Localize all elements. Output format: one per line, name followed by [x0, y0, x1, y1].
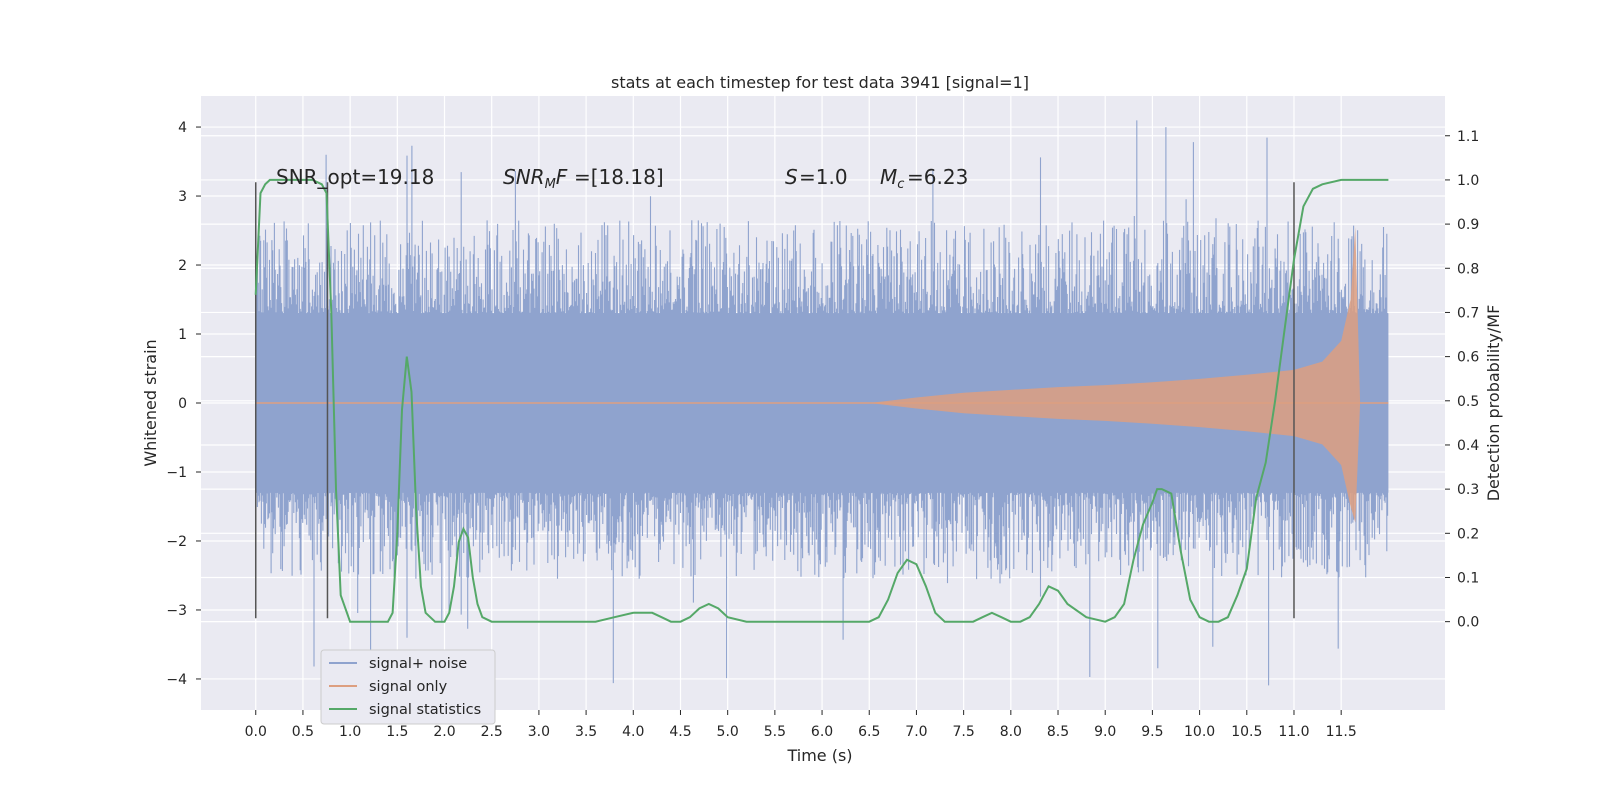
x-tick-label: 5.0 — [717, 724, 739, 740]
y-right-tick-label: 0.4 — [1457, 438, 1479, 454]
x-tick-label: 4.5 — [669, 724, 691, 740]
annotation-mc: Mc =6.23 — [880, 165, 968, 192]
annotation-snr-mf: SNRMF =[18.18] — [503, 165, 664, 192]
x-tick-label: 6.0 — [811, 724, 833, 740]
annotation-snr-opt: SNR_opt=19.18 — [276, 165, 434, 189]
x-tick-label: 4.0 — [622, 724, 644, 740]
y-right-tick-label: 0.7 — [1457, 305, 1479, 321]
y-left-tick-label: −2 — [166, 534, 187, 550]
y-right-tick-label: 0.0 — [1457, 615, 1479, 631]
y-axis-right-ticks: 1.1 1.0 0.9 0.8 0.7 0.6 0.5 0.4 0.3 0.2 0.1 0.0 — [1445, 129, 1479, 631]
y-right-tick-label: 0.2 — [1457, 526, 1479, 542]
x-tick-label: 3.0 — [528, 724, 550, 740]
y-left-tick-label: 0 — [178, 396, 187, 412]
x-tick-label: 8.5 — [1047, 724, 1069, 740]
legend-label-signal-plus-noise: signal+ noise — [369, 656, 467, 672]
chart-title: stats at each timestep for test data 394… — [611, 73, 1029, 92]
x-tick-label: 9.5 — [1141, 724, 1163, 740]
x-tick-label: 2.0 — [433, 724, 455, 740]
y-right-tick-label: 1.0 — [1457, 173, 1479, 189]
y-right-tick-label: 0.5 — [1457, 394, 1479, 410]
y-right-tick-label: 0.8 — [1457, 261, 1479, 277]
series-signal-only — [255, 227, 1389, 523]
y-right-tick-label: 1.1 — [1457, 129, 1479, 145]
legend-label-signal-only: signal only — [369, 679, 448, 695]
y-left-tick-label: 1 — [178, 327, 187, 343]
y-axis-left-ticks: 4 3 2 1 0 −1 −2 −3 −4 — [166, 120, 201, 688]
x-tick-label: 6.5 — [858, 724, 880, 740]
y-left-tick-label: 2 — [178, 258, 187, 274]
y-axis-left-label: Whitened strain — [141, 339, 160, 466]
x-tick-label: 8.0 — [1000, 724, 1022, 740]
x-tick-label: 0.0 — [245, 724, 267, 740]
series-signal-statistics — [254, 178, 1389, 623]
x-tick-label: 0.5 — [292, 724, 314, 740]
x-tick-label: 9.0 — [1094, 724, 1116, 740]
legend-box — [320, 649, 496, 725]
annotation-snr-mf-symbol: SNRMF — [503, 165, 568, 192]
annotation-mc-value: =6.23 — [907, 165, 968, 189]
annotation-s: S =1.0 — [785, 165, 848, 189]
y-right-tick-label: 0.6 — [1457, 350, 1479, 366]
x-tick-label: 10.0 — [1184, 724, 1215, 740]
y-left-tick-label: −1 — [166, 465, 187, 481]
x-tick-label: 11.5 — [1326, 724, 1357, 740]
x-axis-label: Time (s) — [786, 746, 852, 765]
legend: signal+ noise signal only signal statist… — [320, 649, 496, 725]
x-axis-ticks: 0.0 0.5 1.0 1.5 2.0 2.5 3.0 3.5 4.0 4.5 5.0 5.5 6.0 6… — [245, 710, 1357, 740]
annotation-snr-mf-value: =[18.18] — [574, 165, 664, 189]
legend-label-signal-statistics: signal statistics — [369, 702, 481, 718]
x-tick-label: 3.5 — [575, 724, 597, 740]
annotation-s-symbol: S — [785, 165, 798, 189]
x-tick-label: 11.0 — [1278, 724, 1309, 740]
y-left-tick-label: −4 — [166, 672, 187, 688]
y-left-tick-label: 4 — [178, 120, 187, 136]
y-axis-right-label: Detection probability/MF — [1484, 305, 1503, 502]
x-tick-label: 10.5 — [1231, 724, 1262, 740]
signal-envelope — [869, 227, 1361, 523]
x-tick-label: 5.5 — [764, 724, 786, 740]
y-right-tick-label: 0.9 — [1457, 217, 1479, 233]
y-right-tick-label: 0.3 — [1457, 482, 1479, 498]
y-left-tick-label: −3 — [166, 603, 187, 619]
y-left-tick-label: 3 — [178, 189, 187, 205]
x-tick-label: 1.5 — [386, 724, 408, 740]
statistics-line — [254, 178, 1389, 623]
x-tick-label: 2.5 — [481, 724, 503, 740]
x-tick-label: 7.0 — [905, 724, 927, 740]
x-tick-label: 1.0 — [339, 724, 361, 740]
annotation-s-value: =1.0 — [799, 165, 848, 189]
x-tick-label: 7.5 — [953, 724, 975, 740]
y-right-tick-label: 0.1 — [1457, 570, 1479, 586]
